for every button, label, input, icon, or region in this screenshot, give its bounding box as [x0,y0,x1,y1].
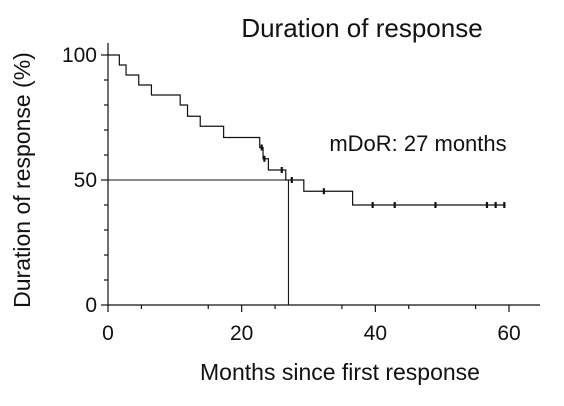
y-tick-label: 50 [74,169,97,192]
censor-marks [260,144,506,208]
y-axis-label: Duration of response (%) [9,52,35,308]
km-curve [108,54,506,206]
x-axis-label: Months since first response [200,359,480,385]
x-tick-label: 0 [102,322,114,345]
chart-title: Duration of response [241,13,482,43]
y-tick-label: 100 [62,44,97,67]
x-tick-label: 60 [497,322,520,345]
x-tick-label: 40 [364,322,387,345]
x-axis-ticks: 0 20 40 60 [102,305,521,345]
y-axis-ticks: 0 50 100 [62,44,108,317]
median-annotation: mDoR: 27 months [329,131,506,156]
median-reference-lines [108,179,290,305]
x-tick-label: 20 [230,322,253,345]
km-step-line-0 [108,54,506,206]
y-tick-label: 0 [85,294,97,317]
